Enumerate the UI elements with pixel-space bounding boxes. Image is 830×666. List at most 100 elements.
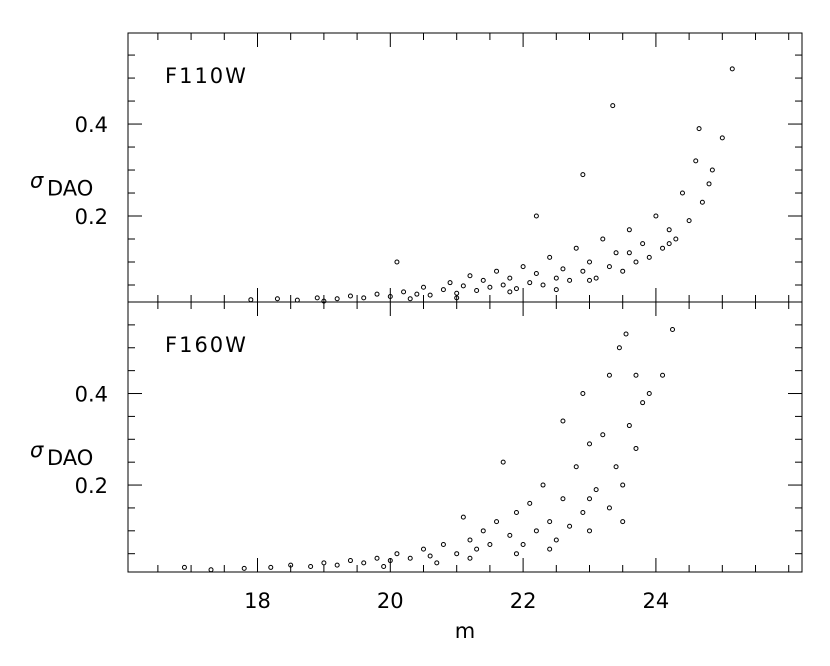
point xyxy=(600,236,606,242)
point xyxy=(474,288,480,294)
point xyxy=(314,295,320,301)
point xyxy=(719,135,725,141)
point xyxy=(467,537,473,543)
x-axis-label: m xyxy=(455,619,475,643)
point xyxy=(361,560,367,566)
point xyxy=(706,181,712,187)
point xyxy=(361,295,367,301)
y-tick-label: 0.4 xyxy=(75,113,108,137)
point xyxy=(308,564,314,570)
point xyxy=(513,286,519,292)
point xyxy=(381,564,387,570)
point xyxy=(460,283,466,289)
point xyxy=(533,213,539,219)
point xyxy=(670,326,676,332)
point xyxy=(513,510,519,516)
point xyxy=(660,245,666,251)
point xyxy=(573,464,579,470)
point xyxy=(494,519,500,525)
point xyxy=(467,555,473,561)
point xyxy=(560,496,566,502)
point xyxy=(268,564,274,570)
point xyxy=(487,542,493,548)
point xyxy=(401,289,407,295)
point xyxy=(580,510,586,516)
point xyxy=(699,199,705,205)
point xyxy=(241,565,247,571)
point xyxy=(696,126,702,132)
point xyxy=(666,241,672,247)
y-axis-label-sub: DAO xyxy=(47,446,93,470)
point xyxy=(394,259,400,265)
point xyxy=(580,268,586,274)
point xyxy=(593,487,599,493)
point xyxy=(527,280,533,286)
point xyxy=(547,519,553,525)
point xyxy=(374,555,380,561)
y-tick-label: 0.4 xyxy=(75,383,108,407)
point xyxy=(420,284,426,290)
point xyxy=(533,528,539,534)
point xyxy=(513,551,519,557)
point xyxy=(580,391,586,397)
point xyxy=(646,391,652,397)
point xyxy=(447,280,453,286)
y-axis-label-sub: DAO xyxy=(47,177,93,201)
point xyxy=(633,259,639,265)
point xyxy=(533,270,539,276)
point xyxy=(587,277,593,283)
point xyxy=(623,331,629,337)
x-tick-label: 22 xyxy=(510,589,537,613)
point xyxy=(500,282,506,288)
point xyxy=(181,564,187,570)
point xyxy=(620,519,626,525)
point xyxy=(467,273,473,279)
point xyxy=(553,275,559,281)
point xyxy=(606,264,612,270)
point xyxy=(427,553,433,559)
point xyxy=(673,236,679,242)
point xyxy=(553,537,559,543)
point xyxy=(580,172,586,178)
point xyxy=(666,227,672,233)
point xyxy=(547,546,553,552)
point xyxy=(593,275,599,281)
point xyxy=(454,295,460,301)
x-tick-label: 18 xyxy=(244,589,271,613)
point xyxy=(494,268,500,274)
point xyxy=(633,372,639,378)
panel-label: F160W xyxy=(165,333,248,357)
point xyxy=(693,158,699,164)
point xyxy=(587,441,593,447)
y-axis-label: σ xyxy=(30,438,44,462)
point xyxy=(414,291,420,297)
point xyxy=(620,482,626,488)
point xyxy=(288,562,294,568)
point xyxy=(610,103,616,109)
point xyxy=(587,259,593,265)
point xyxy=(626,250,632,256)
point xyxy=(626,227,632,233)
point xyxy=(633,445,639,451)
x-tick-label: 20 xyxy=(377,589,404,613)
point xyxy=(407,555,413,561)
point xyxy=(600,432,606,438)
point xyxy=(686,218,692,224)
point xyxy=(653,213,659,219)
point xyxy=(374,291,380,297)
point xyxy=(616,345,622,351)
point xyxy=(480,528,486,534)
point xyxy=(560,418,566,424)
point xyxy=(520,542,526,548)
point xyxy=(394,551,400,557)
point xyxy=(347,293,353,299)
point xyxy=(709,167,715,173)
point xyxy=(520,264,526,270)
panel-label: F110W xyxy=(165,64,248,88)
point xyxy=(208,567,214,573)
point xyxy=(606,372,612,378)
point xyxy=(640,400,646,406)
point xyxy=(540,482,546,488)
x-tick-label: 24 xyxy=(643,589,670,613)
